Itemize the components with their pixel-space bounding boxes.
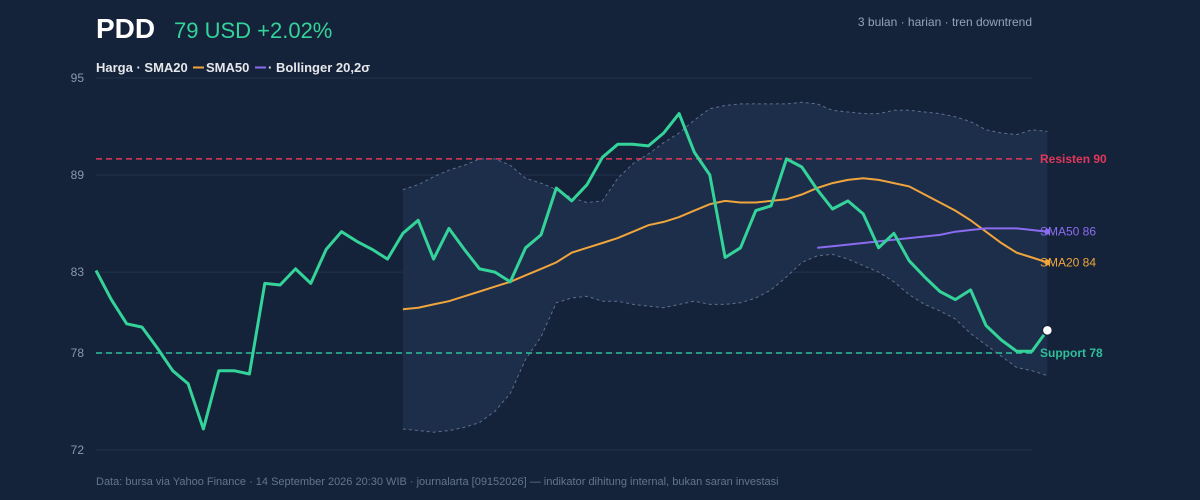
chart-subtitle: 3 bulan · harian · tren downtrend (858, 15, 1032, 29)
legend-price: Harga (96, 60, 134, 75)
sma50-line (817, 227, 1048, 249)
bollinger-band-fill (402, 102, 1048, 433)
y-tick-label: 95 (71, 71, 85, 85)
sma20-end-marker (1044, 259, 1051, 266)
legend: Harga · SMA20 SMA50 · Bollinger 20,2σ (96, 60, 370, 75)
sma50-end-marker (1044, 228, 1051, 235)
y-tick-label: 89 (71, 168, 85, 182)
support-label: Support 78 (1040, 346, 1103, 360)
bollinger-upper-line (402, 101, 1048, 204)
sma20-end-label: SMA20 84 (1040, 255, 1096, 269)
legend-sma50: SMA50 (206, 60, 249, 75)
bollinger-lower-line (402, 253, 1048, 433)
legend-bollinger: Bollinger 20,2σ (276, 60, 370, 75)
price-line (94, 112, 1049, 431)
y-axis-ticks: 72 78 83 89 95 (71, 71, 85, 457)
y-tick-label: 78 (71, 346, 85, 360)
y-tick-label: 72 (71, 443, 85, 457)
sma50-end-label: SMA50 86 (1040, 225, 1096, 239)
ticker-symbol: PDD (96, 13, 155, 44)
y-tick-label: 83 (71, 265, 85, 279)
price-change: 79 USD +2.02% (174, 18, 332, 43)
resistance-label: Resisten 90 (1040, 152, 1107, 166)
price-end-marker (1041, 324, 1054, 337)
legend-bollinger-separator: · (268, 60, 276, 75)
footer-source: Data: bursa via Yahoo Finance · 14 Septe… (96, 476, 779, 488)
legend-sma20: SMA20 (144, 60, 187, 75)
legend-separator: · (133, 60, 145, 75)
svg-text:Harga · SMA20: Harga · SMA20 (96, 60, 188, 75)
svg-text:· Bollinger 20,2σ: · Bollinger 20,2σ (268, 60, 370, 75)
